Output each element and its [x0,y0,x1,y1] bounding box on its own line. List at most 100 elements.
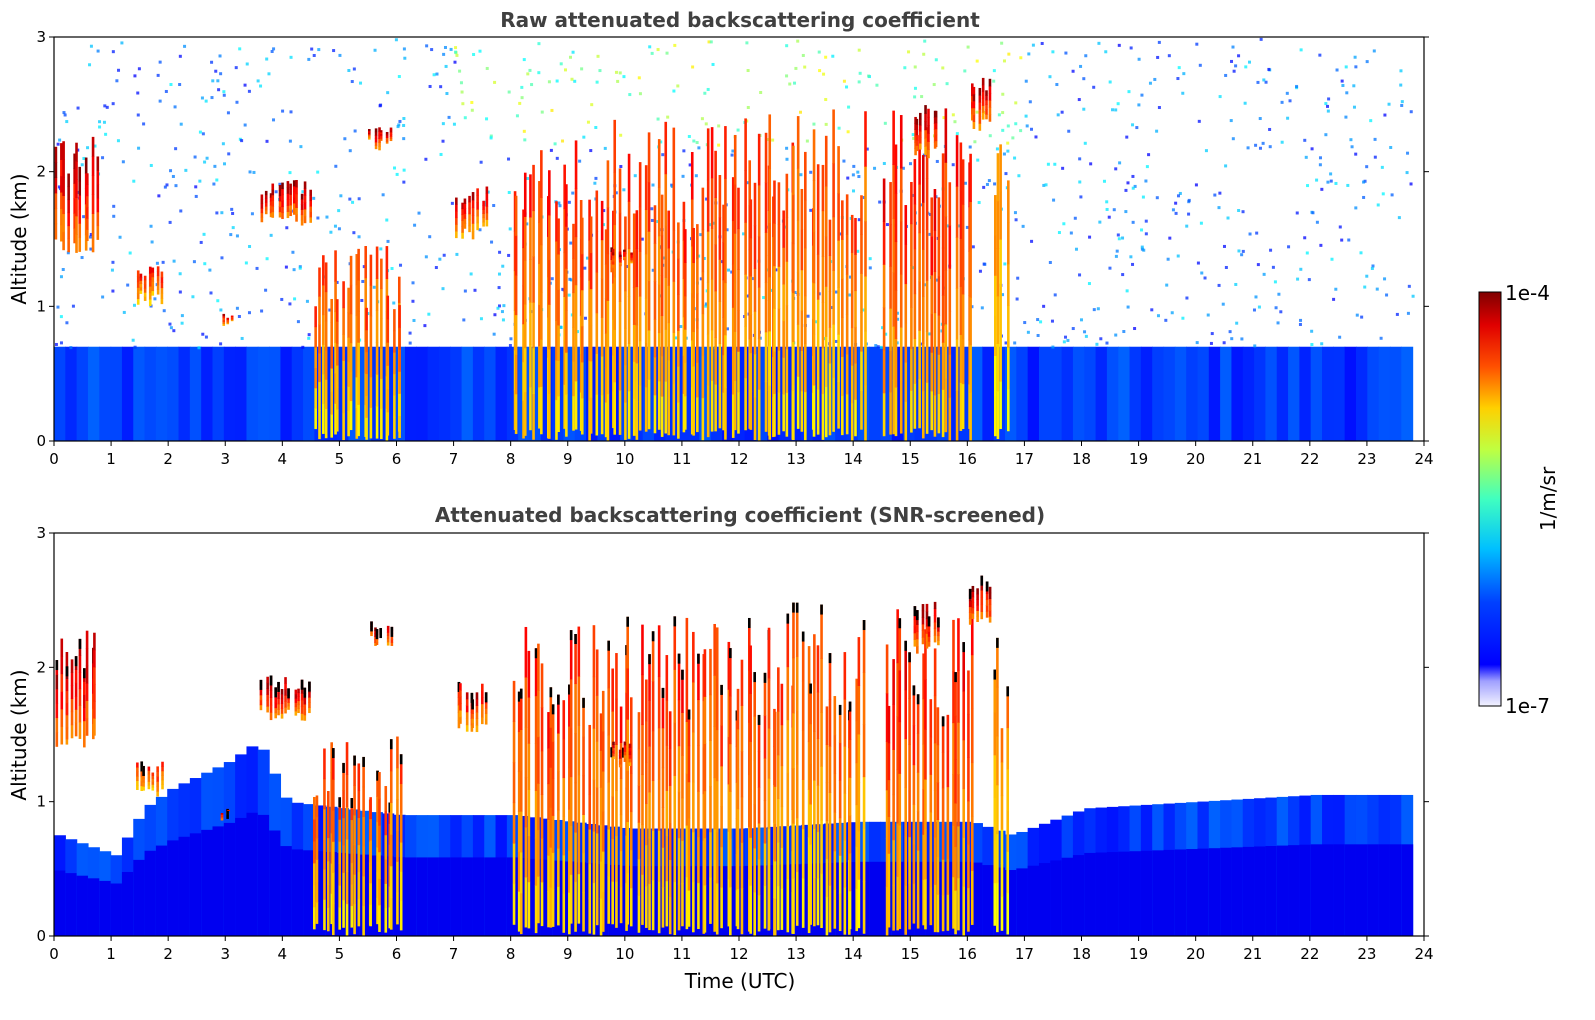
cloud-streak [736,848,740,890]
noise-speckle [256,79,260,83]
noise-speckle [640,237,644,241]
cloud-streak [777,798,780,843]
cloud-streak [933,790,937,838]
cloud-streak [768,168,772,224]
noise-speckle [1222,341,1226,345]
noise-speckle [439,152,443,156]
noise-speckle [470,108,474,112]
cloud-streak [522,323,525,363]
cloud-streak [374,627,377,631]
aerosol-layer-cell [1197,346,1210,441]
cloud-streak [985,99,988,106]
cloud-streak [914,142,917,149]
cloud-streak [136,276,140,283]
noise-speckle [402,123,406,127]
noise-speckle [1315,220,1319,224]
cloud-streak [367,132,371,135]
noise-speckle [1195,341,1199,345]
cloud-streak [281,206,284,214]
saturated-cloud-top [582,697,585,708]
x-tick-label: 1 [106,945,116,963]
aerosol-layer-core [110,883,123,936]
cloud-streak [580,253,584,291]
cloud-streak [595,394,599,436]
cloud-streak [612,391,615,429]
cloud-streak [908,744,911,792]
cloud-streak [913,632,917,640]
cloud-streak [985,611,989,618]
cloud-streak [264,190,268,196]
cloud-streak [933,271,937,314]
noise-speckle [561,139,565,143]
cloud-streak [295,186,298,195]
noise-speckle [209,291,213,295]
cloud-streak [922,653,925,700]
cloud-streak [648,700,651,747]
cloud-streak [562,738,566,779]
saturated-cloud-top [795,602,799,613]
cloud-streak [681,712,684,756]
noise-speckle [1006,149,1010,153]
cloud-streak [396,798,399,831]
cloud-streak [512,843,516,885]
cloud-streak [308,707,311,714]
cloud-streak [595,787,599,834]
noise-speckle [1381,192,1385,196]
cloud-streak [816,254,820,300]
cloud-streak [577,824,581,875]
cloud-streak [933,635,937,643]
cloud-streak [910,390,913,433]
cloud-streak [292,180,296,187]
cloud-streak [284,677,287,684]
cloud-streak [970,816,974,871]
noise-speckle [281,109,285,113]
cloud-streak [349,255,353,286]
cloud-streak [773,749,777,787]
cloud-streak [612,319,615,356]
noise-speckle [637,76,641,80]
cloud-streak [924,105,927,114]
noise-speckle [1256,80,1260,84]
cloud-streak [577,725,581,776]
cloud-streak [857,637,861,687]
cloud-streak [619,886,623,924]
noise-speckle [80,256,84,260]
noise-speckle [179,122,183,126]
cloud-streak [60,726,64,745]
cloud-streak [512,802,516,844]
aerosol-layer-cell [257,346,270,441]
noise-speckle [1168,236,1172,240]
cloud-streak [653,281,657,320]
cloud-streak [222,315,226,319]
cloud-streak [713,828,716,881]
cloud-streak [687,890,691,927]
noise-speckle [1330,257,1334,261]
cloud-streak [588,199,591,241]
cloud-streak [715,882,719,935]
noise-speckle [1252,308,1256,312]
noise-speckle [1144,219,1148,223]
cloud-streak [828,327,832,364]
noise-speckle [235,234,239,238]
noise-speckle [501,264,505,268]
cloud-streak [683,395,687,430]
cloud-streak [398,305,401,328]
cloud-streak [971,585,975,592]
cloud-streak [548,393,551,439]
cloud-streak [921,249,925,298]
noise-speckle [507,90,511,94]
cloud-streak [619,256,622,259]
saturated-cloud-top [673,616,677,627]
noise-speckle [1001,92,1005,96]
cloud-streak [954,890,957,935]
cloud-streak [629,735,633,774]
cloud-streak [657,779,661,831]
cloud-streak [959,190,963,239]
saturated-cloud-top [484,692,488,703]
cloud-streak [915,145,919,152]
noise-speckle [578,159,582,163]
cloud-streak [845,194,849,235]
cloud-streak [84,234,88,251]
screened-y-axis-label: Altitude (km) [7,669,31,800]
noise-speckle [96,49,100,53]
